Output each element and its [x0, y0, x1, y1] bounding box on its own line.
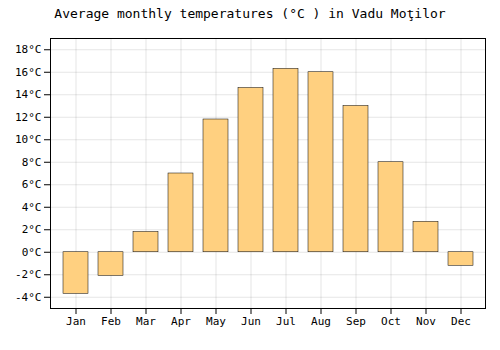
svg-text:-2°C: -2°C [15, 268, 42, 281]
svg-text:16°C: 16°C [15, 66, 42, 79]
svg-text:6°C: 6°C [22, 178, 42, 191]
svg-text:10°C: 10°C [15, 133, 42, 146]
svg-text:Aug: Aug [311, 315, 331, 328]
svg-text:Jul: Jul [276, 315, 296, 328]
svg-text:0°C: 0°C [22, 246, 42, 259]
svg-text:2°C: 2°C [22, 223, 42, 236]
html-text:Average monthly temperatures (: Average monthly temperatures (°C ) in Va… [54, 6, 446, 21]
svg-text:Nov: Nov [416, 315, 436, 328]
svg-text:Sep: Sep [346, 315, 366, 328]
svg-text:May: May [206, 315, 226, 328]
svg-text:4°C: 4°C [22, 201, 42, 214]
svg-text:Jan: Jan [66, 315, 86, 328]
svg-text:12°C: 12°C [15, 111, 42, 124]
svg-text:Apr: Apr [171, 315, 191, 328]
svg-text:18°C: 18°C [15, 43, 42, 56]
svg-text:Jun: Jun [241, 315, 261, 328]
svg-text:14°C: 14°C [15, 88, 42, 101]
svg-text:Mar: Mar [136, 315, 156, 328]
svg-text:Oct: Oct [381, 315, 401, 328]
svg-text:Feb: Feb [101, 315, 121, 328]
svg-text:-4°C: -4°C [15, 291, 42, 304]
svg-text:Dec: Dec [451, 315, 471, 328]
svg-text:8°C: 8°C [22, 156, 42, 169]
